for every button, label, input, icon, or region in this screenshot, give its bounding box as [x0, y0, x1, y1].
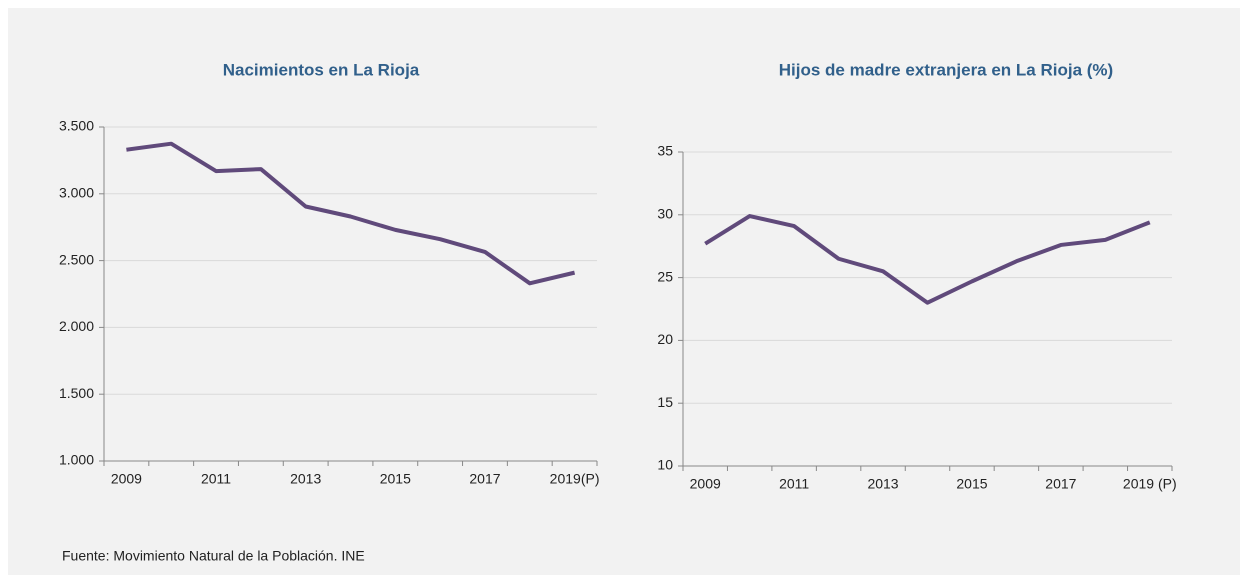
- y-tick-label: 2.000: [59, 318, 94, 334]
- y-tick-label: 1.500: [59, 385, 94, 401]
- x-tick-label: 2011: [201, 471, 231, 487]
- y-tick-label: 10: [657, 457, 673, 473]
- y-tick-label: 3.500: [59, 118, 94, 134]
- source-note: Fuente: Movimiento Natural de la Poblaci…: [62, 548, 365, 564]
- chart-title: Hijos de madre extranjera en La Rioja (%…: [779, 60, 1113, 79]
- y-tick-label: 1.000: [59, 452, 94, 468]
- x-tick-label: 2009: [690, 476, 721, 492]
- chart-title: Nacimientos en La Rioja: [223, 60, 420, 79]
- y-tick-label: 15: [657, 394, 673, 410]
- y-tick-label: 20: [657, 331, 673, 347]
- x-tick-label: 2019(P): [550, 471, 600, 487]
- x-tick-label: 2013: [867, 476, 898, 492]
- y-tick-label: 3.000: [59, 185, 94, 201]
- y-tick-label: 25: [657, 268, 673, 284]
- x-tick-label: 2011: [779, 476, 809, 492]
- y-tick-label: 2.500: [59, 251, 94, 267]
- x-tick-label: 2015: [956, 476, 987, 492]
- x-tick-label: 2009: [111, 471, 142, 487]
- x-tick-label: 2017: [1045, 476, 1076, 492]
- x-tick-label: 2019 (P): [1123, 476, 1177, 492]
- x-tick-label: 2015: [380, 471, 411, 487]
- x-tick-label: 2017: [469, 471, 500, 487]
- panel: [8, 8, 1240, 575]
- x-tick-label: 2013: [290, 471, 321, 487]
- data-line: [126, 141, 576, 286]
- data-line: [704, 214, 1151, 305]
- y-tick-label: 30: [657, 206, 673, 222]
- y-tick-label: 35: [657, 143, 673, 159]
